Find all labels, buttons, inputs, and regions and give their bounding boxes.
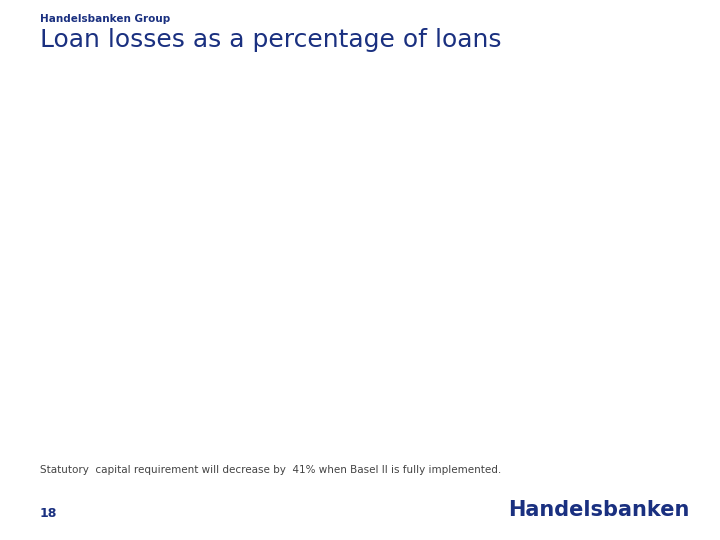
- Text: Handelsbanken Group: Handelsbanken Group: [40, 14, 170, 24]
- Text: Handelsbanken: Handelsbanken: [508, 500, 690, 520]
- Text: 18: 18: [40, 507, 58, 520]
- Text: Statutory  capital requirement will decrease by  41% when Basel II is fully impl: Statutory capital requirement will decre…: [40, 465, 501, 475]
- Text: Loan losses as a percentage of loans: Loan losses as a percentage of loans: [40, 28, 502, 52]
